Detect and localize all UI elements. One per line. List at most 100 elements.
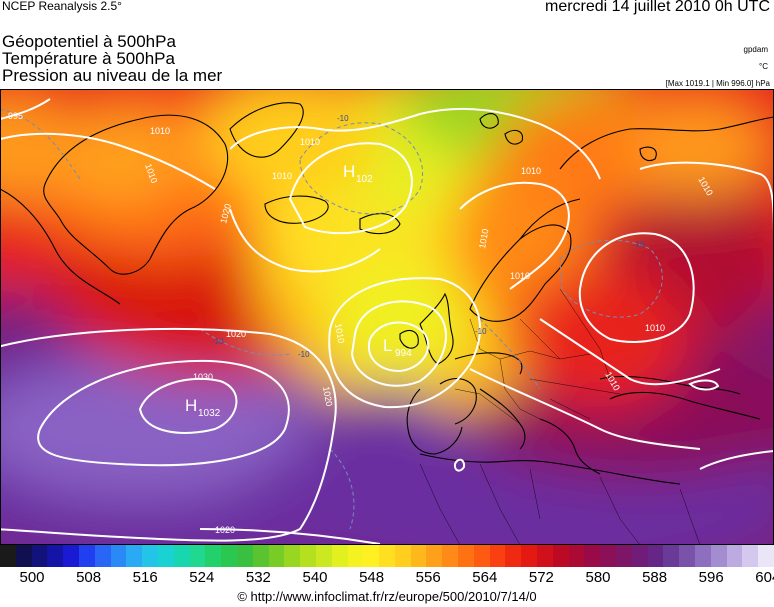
isobar-label: 995 [8, 111, 23, 121]
colorbar-swatch [600, 545, 617, 567]
colorbar-swatch [489, 545, 507, 567]
colorbar-swatch [31, 545, 48, 567]
colorbar-swatch [521, 545, 538, 567]
isotherm-label: -10 [633, 240, 645, 249]
colorbar-swatch [205, 545, 222, 567]
colorbar-tick-label: 572 [528, 569, 554, 586]
colorbar-swatch [300, 545, 317, 567]
isobar-small-ring [453, 458, 466, 472]
isobar-label: 1010 [300, 137, 320, 147]
colorbar-tick-label: 516 [132, 569, 158, 586]
colorbar-swatch [15, 545, 33, 567]
colorbar-swatch [94, 545, 112, 567]
isobar-1030 [37, 359, 290, 467]
colorbar-swatch [552, 545, 570, 567]
source-label: NCEP Reanalysis 2.5° [2, 0, 122, 13]
isobar-label: 1020 [321, 386, 334, 407]
colorbar-swatch [363, 545, 380, 567]
colorbar-tick-label: 524 [189, 569, 215, 586]
colorbar [0, 545, 774, 567]
isobar-label: 1030 [193, 372, 213, 382]
colorbar-swatch [284, 545, 301, 567]
isotherm-label: -10 [475, 327, 487, 336]
isobar-label: 1010 [477, 228, 490, 249]
colorbar-swatch [663, 545, 680, 567]
isobar-label: 1010 [333, 323, 346, 344]
colorbar-swatch [742, 545, 759, 567]
title-temperature: Température à 500hPa [2, 49, 175, 68]
colorbar-tick-label: 532 [245, 569, 271, 586]
isobar-label: 1020 [215, 525, 235, 535]
colorbar-swatch [505, 545, 522, 567]
colorbar-swatch [268, 545, 285, 567]
isobar-label: 1020 [226, 329, 246, 339]
colorbar-swatch [0, 545, 17, 567]
unit-geopotential: gpdam [743, 45, 768, 54]
isobar-1010-north [229, 107, 601, 180]
colorbar-swatch [442, 545, 459, 567]
colorbar-swatch [47, 545, 64, 567]
colorbar-tick-label: 500 [19, 569, 45, 586]
isotherm-label: -10 [212, 337, 224, 346]
colorbar-swatch [142, 545, 159, 567]
colorbar-swatch [315, 545, 333, 567]
colorbar-tick-label: 556 [415, 569, 441, 586]
isobar-1010-nw [0, 132, 216, 190]
colorbar-swatch [473, 545, 491, 567]
isobar-1010-east [578, 232, 695, 343]
isobar-label: 1010 [150, 126, 170, 136]
colorbar-swatch [679, 545, 696, 567]
isobar-1010-low [328, 277, 481, 409]
high-value-102: 102 [356, 174, 373, 185]
colorbar-swatch [379, 545, 396, 567]
isobar-label: 1010 [510, 271, 530, 281]
high-value-1032: 1032 [198, 408, 221, 419]
title-pressure: Pression au niveau de la mer [2, 66, 223, 85]
footer-url[interactable]: © http://www.infoclimat.fr/rz/europe/500… [237, 589, 537, 604]
colorbar-swatch [157, 545, 175, 567]
isobar-1032 [138, 377, 238, 434]
colorbar-tick-label: 508 [76, 569, 102, 586]
colorbar-swatch [236, 545, 254, 567]
isobar-label: 1010 [272, 171, 292, 181]
isobar-small-east [688, 379, 720, 391]
colorbar-tick-label: 548 [359, 569, 385, 586]
colorbar-swatch [126, 545, 143, 567]
isobar-1020-west [229, 208, 381, 273]
high-label-102: H [343, 162, 355, 181]
colorbar-swatch [221, 545, 238, 567]
colorbar-tick-label: 604 [755, 569, 774, 586]
isotherms [0, 108, 663, 530]
isobar-label: 1010 [645, 323, 665, 333]
high-label-1032: H [185, 396, 197, 415]
isobar-994 [367, 321, 430, 373]
colorbar-tick-label: 588 [642, 569, 668, 586]
geopotential-field [0, 89, 774, 545]
colorbar-swatch [616, 545, 633, 567]
low-value-994: 994 [395, 348, 412, 359]
colorbar-swatch [394, 545, 412, 567]
colorbar-swatch [710, 545, 728, 567]
unit-pressure: [Max 1019.1 | Min 996.0] hPa [665, 79, 770, 88]
isobar-995 [0, 98, 51, 120]
title-geopotential: Géopotentiel à 500hPa [2, 32, 176, 51]
colorbar-swatch [189, 545, 206, 567]
colorbar-swatch [537, 545, 554, 567]
isobar-1010-se [539, 318, 721, 386]
colorbar-swatch [63, 545, 80, 567]
isobar-1020-b [199, 528, 381, 545]
colorbar-tick-label: 596 [698, 569, 724, 586]
isobar-1020-a [0, 328, 337, 542]
isobar-1010-scand [459, 181, 570, 290]
isobar-1000 [350, 300, 447, 387]
date-label: mercredi 14 juillet 2010 0h UTC [545, 0, 770, 15]
colorbar-swatch [726, 545, 743, 567]
weather-map: H 1032 H 102 L 994 995 1010 1010 1020 10… [0, 89, 774, 545]
colorbar-tick-label: 564 [472, 569, 498, 586]
colorbar-swatch [78, 545, 96, 567]
colorbar-swatch [410, 545, 428, 567]
unit-temperature: °C [759, 62, 768, 71]
colorbar-swatch [173, 545, 191, 567]
colorbar-tick-label: 540 [302, 569, 328, 586]
colorbar-swatch [631, 545, 649, 567]
